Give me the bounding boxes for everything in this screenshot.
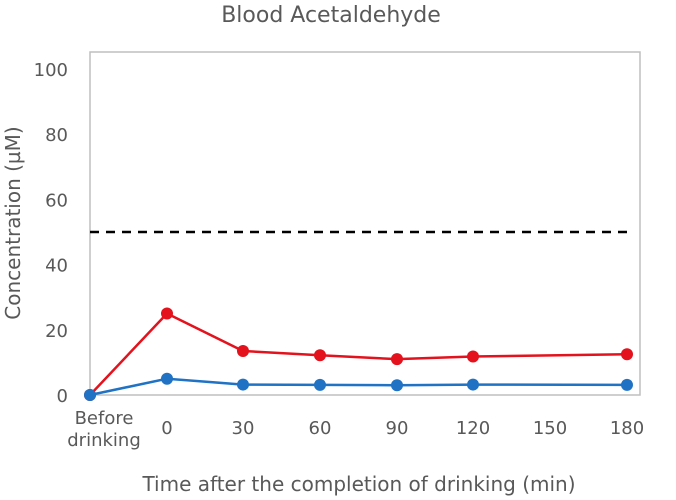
x-tick-label: 150 [533,418,567,439]
x-tick-label: 180 [610,418,644,439]
x-tick-label: 120 [456,418,490,439]
data-point [314,378,326,391]
data-point [237,344,249,357]
x-axis-ticks: Before drinking 0 30 60 90 120 150 180 [67,408,644,451]
data-point [84,389,96,401]
data-point [161,372,173,385]
y-axis-label: Concentration (µM) [1,126,25,319]
x-tick-label: 30 [232,418,255,439]
y-tick-label: 80 [45,125,68,146]
data-point [467,378,479,391]
x-tick-label: Before drinking [67,408,141,451]
x-tick-label: 60 [309,418,332,439]
data-point [391,353,403,366]
data-point [621,378,633,391]
data-point [161,307,173,320]
y-tick-label: 0 [57,386,68,407]
data-point [237,378,249,391]
plot-area-frame [89,51,641,396]
x-tick-label: 0 [161,418,172,439]
data-point [314,349,326,362]
y-axis-ticks: 0 20 40 60 80 100 [34,60,68,407]
y-tick-label: 40 [45,256,68,277]
x-axis-label: Time after the completion of drinking (m… [141,472,575,496]
series-group [84,307,633,401]
y-tick-label: 20 [45,321,68,342]
y-tick-label: 60 [45,190,68,211]
x-tick-label: 90 [386,418,409,439]
chart-title: Blood Acetaldehyde [221,3,441,28]
data-point [467,350,479,363]
data-point [391,379,403,392]
data-point [621,348,633,361]
y-tick-label: 100 [34,60,68,81]
